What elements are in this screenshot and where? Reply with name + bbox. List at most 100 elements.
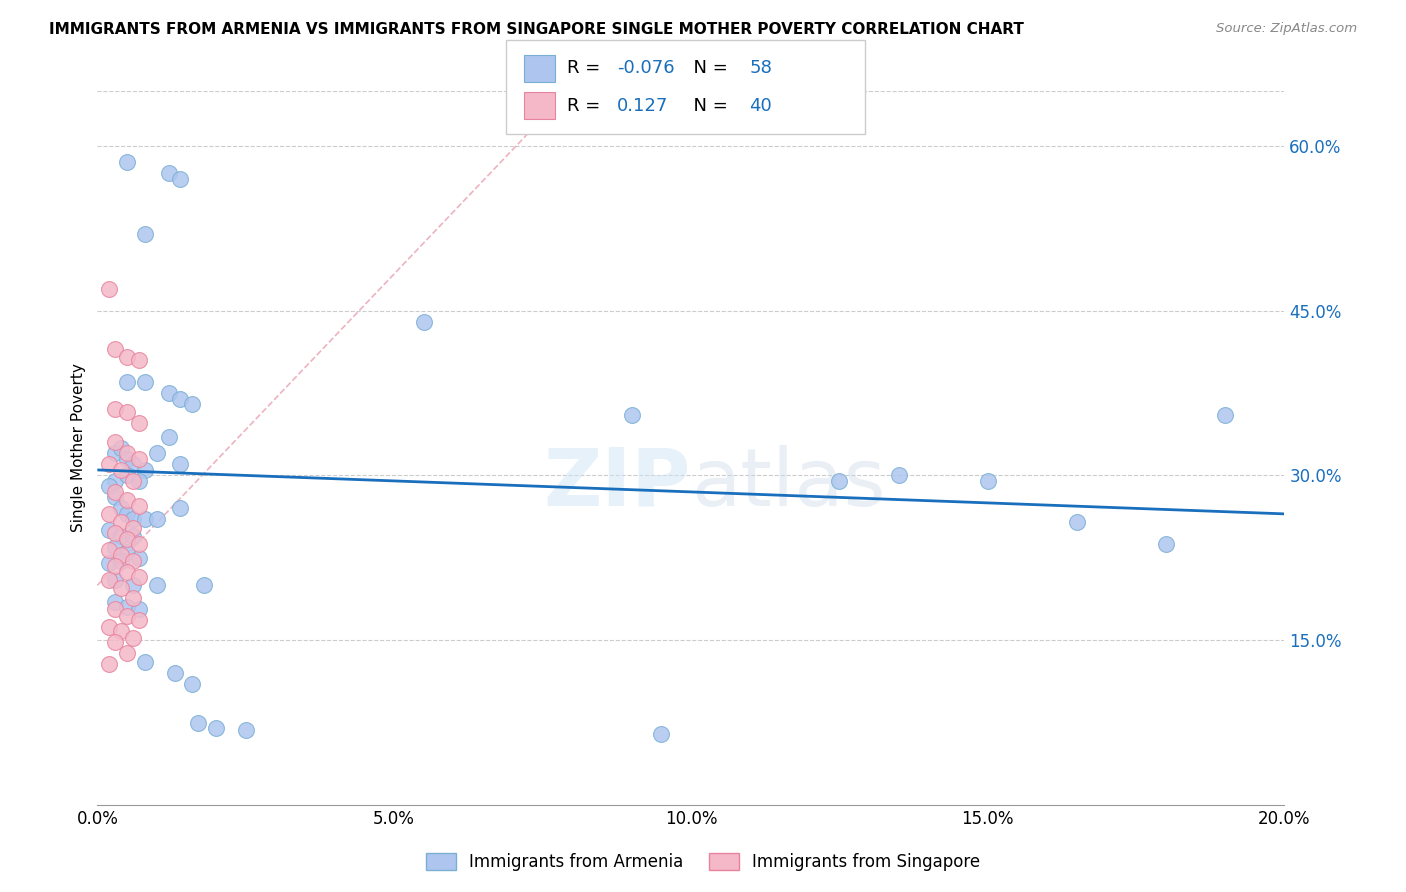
Point: [98, 543, 121, 558]
Point: [128, 353, 150, 368]
Point: [134, 227, 156, 241]
Point: [235, 723, 257, 738]
Point: [104, 635, 127, 649]
Text: R =: R =: [567, 96, 606, 114]
Point: [128, 452, 150, 467]
Point: [145, 446, 167, 460]
Point: [115, 532, 138, 546]
Point: [110, 463, 132, 477]
Point: [163, 666, 186, 681]
Point: [134, 463, 156, 477]
Point: [104, 595, 127, 609]
Text: ZIP: ZIP: [544, 445, 690, 523]
Point: [650, 726, 672, 740]
Point: [115, 468, 138, 483]
Point: [122, 591, 145, 606]
Point: [1066, 515, 1088, 529]
Point: [104, 435, 127, 450]
Point: [122, 578, 145, 592]
Text: 58: 58: [749, 60, 772, 78]
Point: [98, 479, 121, 493]
Point: [104, 540, 127, 554]
Text: IMMIGRANTS FROM ARMENIA VS IMMIGRANTS FROM SINGAPORE SINGLE MOTHER POVERTY CORRE: IMMIGRANTS FROM ARMENIA VS IMMIGRANTS FR…: [49, 22, 1024, 37]
Point: [98, 573, 121, 587]
Point: [110, 441, 132, 455]
Point: [157, 386, 180, 401]
Text: atlas: atlas: [690, 445, 886, 523]
Point: [104, 484, 127, 499]
Point: [128, 550, 150, 565]
Text: N =: N =: [682, 96, 734, 114]
Point: [104, 491, 127, 505]
Point: [115, 565, 138, 579]
Point: [110, 624, 132, 639]
Point: [115, 492, 138, 507]
Point: [98, 620, 121, 634]
Point: [122, 458, 145, 472]
Point: [169, 458, 191, 472]
Point: [115, 647, 138, 661]
Point: [128, 536, 150, 550]
Point: [181, 397, 204, 411]
Point: [128, 499, 150, 513]
Point: [122, 521, 145, 535]
Point: [134, 655, 156, 669]
Point: [98, 557, 121, 571]
Point: [122, 474, 145, 488]
Point: [98, 524, 121, 538]
Point: [115, 350, 138, 364]
Point: [115, 375, 138, 389]
Point: [104, 602, 127, 616]
Point: [122, 554, 145, 568]
Point: [110, 529, 132, 543]
Point: [187, 715, 209, 730]
Point: [115, 446, 138, 460]
Point: [828, 474, 851, 488]
Point: [169, 501, 191, 516]
FancyBboxPatch shape: [524, 55, 555, 82]
Point: [128, 614, 150, 628]
Point: [620, 408, 643, 422]
Point: [115, 609, 138, 624]
Point: [976, 474, 998, 488]
Point: [122, 631, 145, 645]
Text: Source: ZipAtlas.com: Source: ZipAtlas.com: [1216, 22, 1357, 36]
Point: [169, 392, 191, 406]
Point: [115, 405, 138, 419]
Legend: Immigrants from Armenia, Immigrants from Singapore: Immigrants from Armenia, Immigrants from…: [418, 845, 988, 880]
Point: [1154, 536, 1177, 550]
FancyBboxPatch shape: [524, 92, 555, 119]
Point: [110, 581, 132, 595]
Point: [169, 171, 191, 186]
Text: 0.127: 0.127: [617, 96, 669, 114]
Point: [104, 402, 127, 417]
Point: [205, 721, 228, 735]
Text: 40: 40: [749, 96, 772, 114]
Point: [115, 600, 138, 615]
Point: [122, 512, 145, 526]
Point: [134, 512, 156, 526]
Point: [115, 452, 138, 467]
Point: [181, 677, 204, 691]
Y-axis label: Single Mother Poverty: Single Mother Poverty: [72, 364, 86, 533]
Text: R =: R =: [567, 60, 606, 78]
Point: [128, 474, 150, 488]
Point: [98, 657, 121, 672]
Text: -0.076: -0.076: [617, 60, 675, 78]
Point: [157, 166, 180, 180]
Text: N =: N =: [682, 60, 734, 78]
Point: [115, 545, 138, 559]
Point: [412, 315, 434, 329]
Point: [110, 554, 132, 568]
Point: [193, 578, 215, 592]
Point: [115, 507, 138, 521]
Point: [128, 602, 150, 616]
Point: [110, 515, 132, 529]
Point: [115, 155, 138, 169]
Point: [145, 578, 167, 592]
Point: [98, 282, 121, 296]
Point: [122, 529, 145, 543]
Point: [110, 548, 132, 562]
Point: [104, 342, 127, 356]
Point: [104, 525, 127, 540]
